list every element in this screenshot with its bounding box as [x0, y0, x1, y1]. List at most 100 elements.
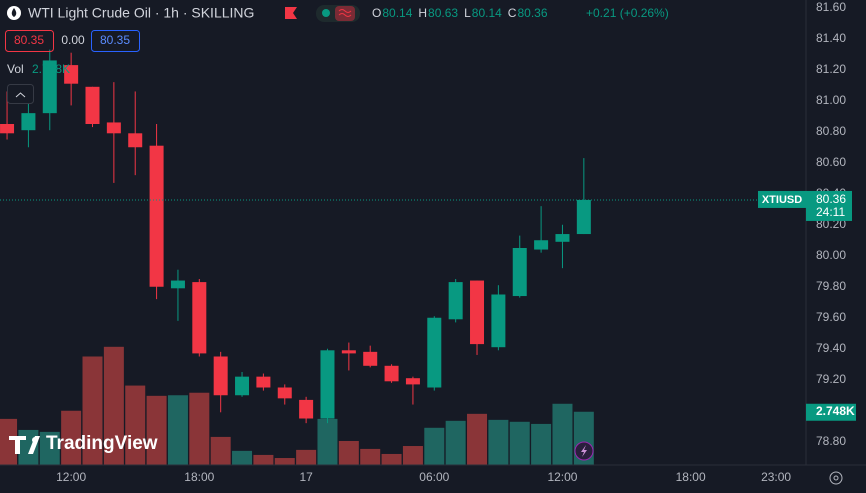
y-tick-label: 81.60	[816, 0, 846, 14]
toggle-dot	[322, 9, 330, 17]
ohlc-legend: O 80.14 H 80.63 L 80.14 C 80.36	[372, 6, 548, 20]
symbol-label: XTIUSD	[762, 194, 802, 206]
spread: 0.00	[61, 33, 85, 47]
candle-body	[192, 282, 207, 354]
volume-bar	[210, 436, 231, 465]
wave-icon	[338, 9, 352, 17]
watermark: TradingView	[46, 433, 158, 454]
volume-bar	[125, 385, 146, 465]
candle-body	[106, 122, 121, 134]
volume-tag-label: 2.748K	[816, 404, 855, 418]
candle-body	[0, 124, 15, 134]
y-tick-label: 81.40	[816, 31, 846, 45]
y-tick-label: 81.00	[816, 93, 846, 107]
volume-bar	[39, 431, 60, 465]
candle-body	[277, 387, 292, 399]
ohlc-key: H	[418, 6, 427, 20]
volume-bar	[253, 454, 274, 465]
flag-icon[interactable]	[285, 7, 297, 19]
candle-body	[576, 199, 591, 235]
y-tick-label: 80.80	[816, 124, 846, 138]
candle-body	[320, 350, 335, 419]
logo-mark	[9, 436, 40, 454]
candle-body	[299, 399, 314, 419]
bid-box[interactable]	[5, 30, 54, 52]
volume-bar	[61, 410, 82, 465]
volume-tag	[806, 403, 856, 421]
volume-bar	[167, 395, 188, 465]
ohlc-key: O	[372, 6, 381, 20]
y-tick-label: 79.40	[816, 341, 846, 355]
chevron	[15, 92, 26, 98]
volume-bar	[232, 450, 253, 465]
countdown-label: 24:11	[816, 205, 845, 219]
volume-bar	[509, 421, 530, 465]
candle-body	[491, 294, 506, 348]
candle-body	[42, 60, 57, 114]
y-tick-label: 79.80	[816, 279, 846, 293]
candle-body	[470, 280, 485, 345]
volume-bar	[82, 356, 103, 465]
candle-body	[256, 376, 271, 388]
collapse-button[interactable]	[7, 84, 34, 104]
y-tick-label: 79.20	[816, 372, 846, 386]
x-tick-label: 23:00	[761, 470, 791, 484]
y-tick-label: 81.20	[816, 62, 846, 76]
ohlc-key: L	[464, 6, 471, 20]
ohlc-value: 80.63	[428, 6, 458, 20]
candle-body	[363, 351, 378, 366]
y-tick-label: 78.80	[816, 434, 846, 448]
candle-body	[213, 356, 228, 396]
settings-hub	[833, 475, 839, 481]
candle-body	[555, 234, 570, 242]
candle-body	[235, 376, 250, 396]
volume-bar	[531, 423, 552, 465]
logo-dot	[32, 437, 38, 443]
volume-bar	[552, 403, 573, 465]
volume-bar	[317, 418, 338, 465]
chart-title: WTI Light Crude Oil · 1h · SKILLING	[28, 5, 254, 21]
symbol-tag	[758, 190, 806, 208]
x-tick-label: 18:00	[184, 470, 214, 484]
x-tick-label: 06:00	[419, 470, 449, 484]
candle-body	[512, 248, 527, 297]
bolt	[581, 445, 587, 457]
x-tick-label: 17	[299, 470, 313, 484]
candle-body	[128, 133, 143, 148]
volume-bar	[146, 395, 167, 465]
volume-bar	[0, 418, 18, 465]
y-tick-label: 80.00	[816, 248, 846, 262]
bid-price: 80.35	[14, 33, 44, 47]
volume-last: 2.748K	[32, 62, 70, 76]
y-tick-label: 80.60	[816, 155, 846, 169]
volume-name: Vol	[7, 62, 24, 76]
volume-bar	[445, 420, 466, 465]
toggle-wave[interactable]	[335, 6, 355, 21]
settings-icon[interactable]	[829, 471, 843, 485]
candle-body	[427, 317, 442, 388]
ohlc-key: C	[508, 6, 517, 20]
candle-body	[384, 365, 399, 382]
ask-price: 80.35	[100, 33, 130, 47]
x-tick-label: 12:00	[56, 470, 86, 484]
ohlc-value: 80.14	[472, 6, 502, 20]
candle-body	[341, 350, 356, 354]
volume-bar	[488, 419, 509, 465]
candle-body	[170, 280, 185, 289]
x-tick-label: 12:00	[547, 470, 577, 484]
volume-bar	[274, 458, 295, 465]
volume-bar	[381, 453, 402, 465]
ask-box[interactable]	[91, 30, 140, 52]
y-tick-label: 79.60	[816, 310, 846, 324]
volume-bar	[467, 413, 488, 465]
change-label: +0.21 (+0.26%)	[586, 6, 669, 20]
volume-bar	[360, 448, 381, 465]
ohlc-value: 80.36	[517, 6, 547, 20]
oil-drop	[11, 8, 17, 17]
volume-bar	[189, 392, 210, 465]
volume-bar	[103, 346, 124, 465]
candle-body	[64, 65, 79, 84]
candle-body	[405, 378, 420, 385]
last-price-tag	[806, 190, 852, 221]
